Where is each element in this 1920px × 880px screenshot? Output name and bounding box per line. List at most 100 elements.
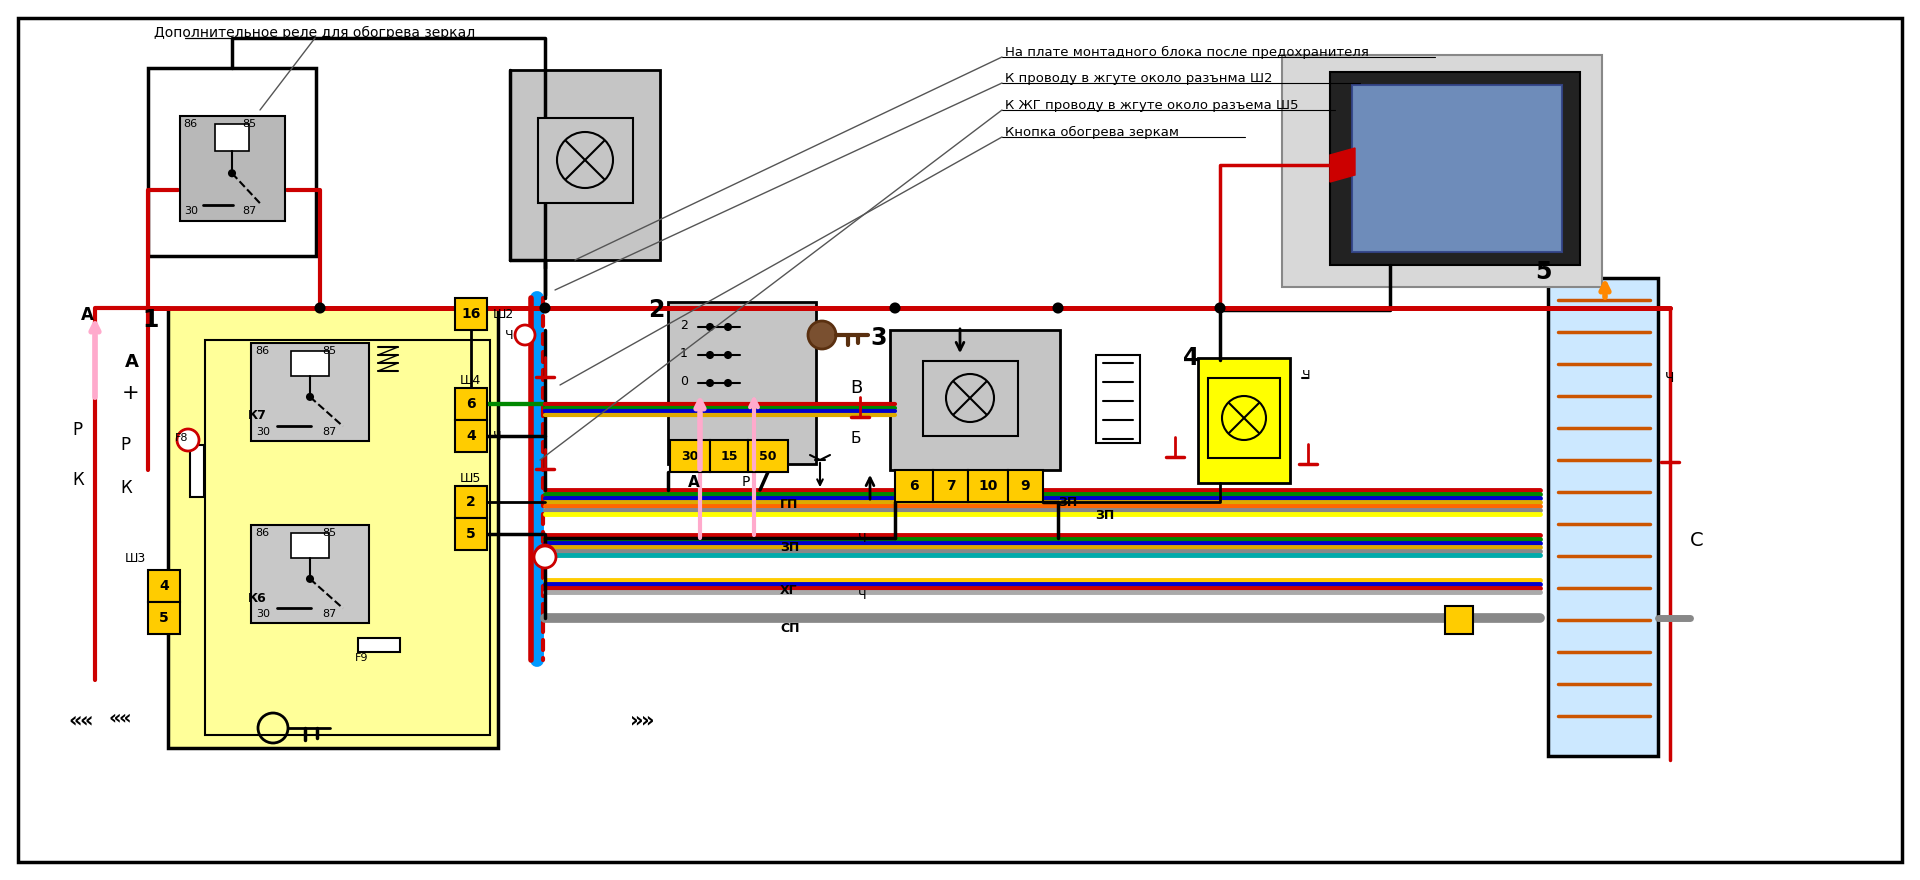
Text: «: « — [108, 708, 121, 728]
Text: Ш4: Ш4 — [461, 373, 482, 386]
Circle shape — [726, 380, 732, 386]
Text: 2: 2 — [680, 319, 687, 332]
Text: Ч: Ч — [858, 532, 866, 545]
Text: Ш2: Ш2 — [493, 307, 515, 320]
Text: 5: 5 — [159, 611, 169, 625]
Polygon shape — [1352, 85, 1563, 252]
Text: Р: Р — [73, 421, 83, 439]
Text: «: « — [67, 710, 81, 730]
Text: «: « — [117, 708, 131, 728]
Bar — [668, 302, 816, 464]
Text: 30: 30 — [255, 427, 269, 437]
Circle shape — [536, 545, 555, 565]
Circle shape — [707, 352, 712, 358]
Text: 87: 87 — [323, 427, 336, 437]
Text: Кнопка обогрева зеркам: Кнопка обогрева зеркам — [1004, 126, 1179, 138]
Bar — [455, 486, 488, 518]
Bar — [148, 570, 180, 602]
Bar — [670, 440, 710, 472]
Text: Р: Р — [119, 436, 131, 454]
Bar — [292, 533, 328, 558]
Text: 10: 10 — [979, 479, 998, 493]
Text: Ш5: Ш5 — [461, 472, 482, 485]
Bar — [357, 638, 399, 652]
Text: ХГ: ХГ — [780, 583, 797, 597]
Text: 85: 85 — [242, 119, 257, 128]
Text: 2: 2 — [467, 495, 476, 509]
Text: 5: 5 — [1534, 260, 1551, 284]
Text: СП: СП — [780, 621, 799, 634]
Text: Р: Р — [741, 475, 751, 489]
Text: ЗП: ЗП — [1058, 495, 1077, 509]
Bar — [1283, 55, 1601, 287]
Text: 6: 6 — [910, 479, 920, 493]
Text: 7: 7 — [947, 479, 956, 493]
Text: А: А — [687, 474, 699, 489]
Text: К ЖГ проводу в жгуте около разъема Ш5: К ЖГ проводу в жгуте около разъема Ш5 — [1004, 99, 1298, 112]
Circle shape — [891, 304, 899, 312]
Text: К6: К6 — [248, 591, 267, 605]
Bar — [455, 298, 488, 330]
Bar — [252, 525, 369, 623]
Text: Дополнительное реле для обогрева зеркал: Дополнительное реле для обогрева зеркал — [154, 26, 476, 40]
Text: Ш3: Ш3 — [125, 552, 146, 564]
Bar — [169, 308, 497, 748]
Bar — [710, 440, 749, 472]
Text: К проводу в жгуте около разънма Ш2: К проводу в жгуте около разънма Ш2 — [1004, 71, 1273, 84]
Circle shape — [307, 394, 313, 400]
Polygon shape — [1331, 72, 1580, 265]
Text: +: + — [123, 383, 140, 403]
Bar — [455, 388, 488, 420]
Text: 87: 87 — [242, 206, 257, 216]
Text: ЗП: ЗП — [780, 540, 799, 554]
Text: 1: 1 — [680, 347, 687, 360]
Text: «: « — [79, 710, 92, 730]
Text: 30: 30 — [682, 450, 699, 463]
Bar — [148, 68, 317, 256]
Circle shape — [228, 170, 234, 176]
Text: 2: 2 — [649, 298, 664, 322]
Circle shape — [315, 304, 324, 312]
Bar — [190, 445, 204, 497]
Text: 4: 4 — [1183, 346, 1200, 370]
Bar — [891, 330, 1060, 470]
Bar — [455, 420, 488, 452]
Text: В: В — [851, 379, 862, 397]
Circle shape — [1215, 304, 1225, 312]
Bar — [215, 124, 250, 151]
Text: 0: 0 — [680, 375, 687, 387]
Text: F9: F9 — [355, 653, 369, 663]
Text: 5: 5 — [467, 527, 476, 541]
Text: 85: 85 — [323, 528, 336, 538]
Text: »: » — [630, 710, 643, 730]
Circle shape — [707, 380, 712, 386]
Bar — [511, 70, 660, 260]
Bar — [933, 470, 968, 502]
Text: 3: 3 — [870, 326, 887, 350]
Bar — [895, 470, 933, 502]
Bar — [922, 361, 1018, 436]
Circle shape — [307, 576, 313, 582]
Text: Ч: Ч — [858, 589, 866, 602]
Bar — [1096, 355, 1140, 443]
Text: 87: 87 — [323, 609, 336, 620]
Text: F8: F8 — [175, 433, 188, 443]
Text: 1: 1 — [142, 308, 157, 332]
Text: А: А — [125, 353, 138, 371]
Text: 86: 86 — [255, 346, 271, 356]
Circle shape — [534, 546, 557, 568]
Text: »: » — [641, 710, 655, 730]
Bar — [1008, 470, 1043, 502]
Circle shape — [707, 324, 712, 330]
Bar — [1198, 358, 1290, 483]
Text: Ч: Ч — [1302, 369, 1311, 382]
Text: 85: 85 — [323, 346, 336, 356]
Bar — [252, 343, 369, 441]
Text: 86: 86 — [255, 528, 271, 538]
Bar — [179, 115, 284, 221]
Text: Ч: Ч — [1665, 371, 1674, 385]
Text: 50: 50 — [758, 450, 778, 463]
Text: 30: 30 — [255, 609, 269, 620]
Text: ГП: ГП — [780, 497, 799, 510]
Text: 6: 6 — [467, 397, 476, 411]
